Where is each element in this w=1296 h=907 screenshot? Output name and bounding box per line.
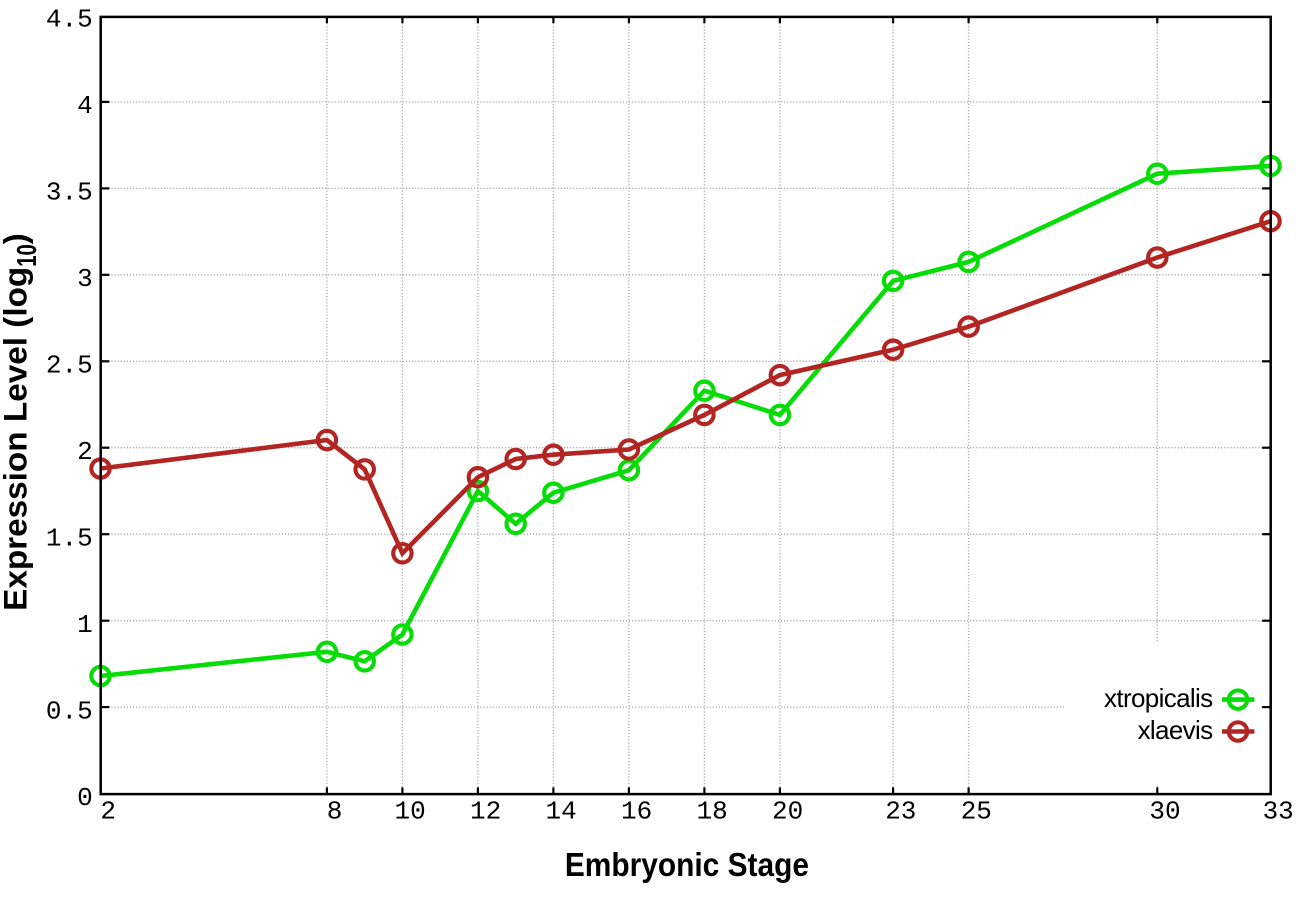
svg-text:3.5: 3.5 <box>46 178 93 208</box>
svg-text:4: 4 <box>77 91 93 121</box>
svg-text:1: 1 <box>77 610 93 640</box>
svg-text:2: 2 <box>100 797 116 827</box>
svg-text:Embryonic Stage: Embryonic Stage <box>565 846 809 883</box>
svg-text:33: 33 <box>1263 797 1294 827</box>
svg-text:14: 14 <box>545 797 576 827</box>
svg-text:23: 23 <box>885 797 916 827</box>
svg-text:2.5: 2.5 <box>46 351 93 381</box>
svg-text:3: 3 <box>77 264 93 294</box>
svg-text:1.5: 1.5 <box>46 523 93 553</box>
svg-text:Expression Level (log10): Expression Level (log10) <box>0 233 43 611</box>
svg-text:10: 10 <box>394 797 425 827</box>
svg-text:20: 20 <box>772 797 803 827</box>
svg-text:xtropicalis: xtropicalis <box>1104 683 1213 713</box>
svg-text:18: 18 <box>696 797 727 827</box>
svg-text:25: 25 <box>961 797 992 827</box>
svg-text:0: 0 <box>77 783 93 813</box>
svg-text:12: 12 <box>470 797 501 827</box>
svg-text:xlaevis: xlaevis <box>1138 715 1214 745</box>
svg-text:16: 16 <box>621 797 652 827</box>
svg-text:30: 30 <box>1149 797 1180 827</box>
svg-text:4.5: 4.5 <box>46 5 93 35</box>
svg-text:8: 8 <box>327 797 343 827</box>
svg-text:2: 2 <box>77 437 93 467</box>
svg-text:0.5: 0.5 <box>46 696 93 726</box>
